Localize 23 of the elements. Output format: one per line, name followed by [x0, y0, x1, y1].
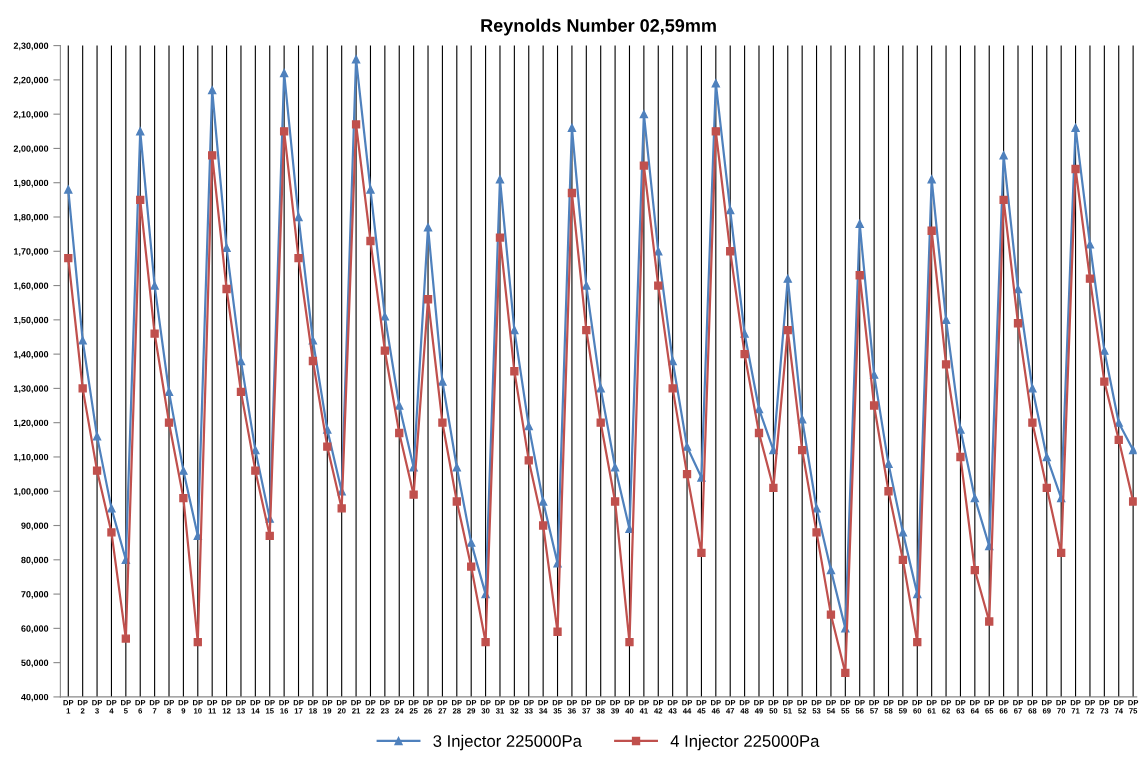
y-tick-label: 1,50,000	[13, 316, 49, 325]
y-tick-label: 90,000	[21, 522, 49, 531]
chart-title: Reynolds Number 02,59mm	[481, 18, 716, 36]
y-tick-label: 1,90,000	[13, 179, 49, 188]
legend-label: 4 Injector 225000Pa	[670, 734, 820, 751]
y-tick-label: 2,30,000	[13, 42, 49, 51]
legend-label: 3 Injector 225000Pa	[433, 734, 582, 751]
y-tick-label: 1,00,000	[13, 488, 49, 496]
y-tick-label: 1,70,000	[13, 248, 49, 256]
y-tick-label: 1,40,000	[13, 351, 49, 359]
y-tick-label: 1,60,000	[13, 282, 49, 291]
y-tick-label: 1,10,000	[13, 453, 49, 462]
y-tick-label: 2,10,000	[13, 111, 49, 119]
y-tick-label: 70,000	[21, 591, 49, 599]
y-tick-label: 1,80,000	[13, 213, 49, 222]
y-tick-label: 50,000	[21, 659, 49, 668]
y-tick-label: 60,000	[21, 625, 49, 634]
y-tick-label: 2,20,000	[13, 76, 49, 85]
y-tick-label: 1,20,000	[13, 419, 49, 428]
y-tick-label: 1,30,000	[13, 385, 49, 394]
y-tick-label: 2,00,000	[13, 145, 49, 154]
y-tick-label: 40,000	[21, 693, 49, 702]
y-tick-label: 80,000	[21, 556, 49, 565]
